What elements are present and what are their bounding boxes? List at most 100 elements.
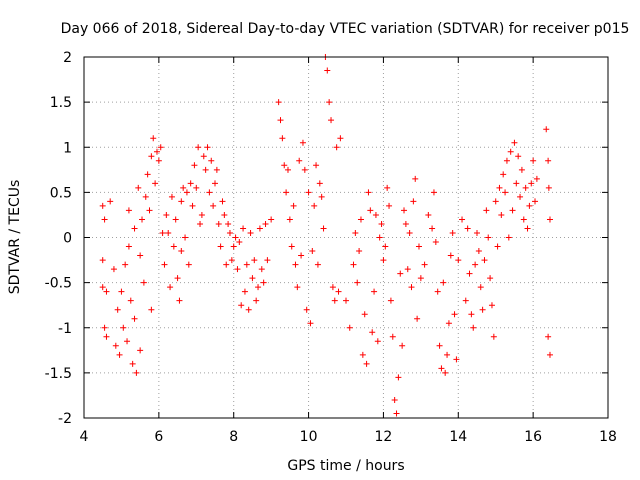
- data-point: [290, 202, 297, 209]
- data-point: [191, 162, 198, 169]
- data-point: [114, 306, 121, 313]
- data-point: [421, 261, 428, 268]
- data-point: [468, 311, 475, 318]
- data-point: [223, 261, 230, 268]
- y-tick-label: -1: [58, 321, 72, 337]
- data-point: [372, 211, 379, 218]
- data-point: [545, 333, 552, 340]
- data-point: [526, 202, 533, 209]
- y-tick-label: -2: [58, 411, 72, 427]
- data-point: [140, 279, 147, 286]
- data-point: [328, 117, 335, 124]
- data-point: [283, 189, 290, 196]
- data-point: [103, 288, 110, 295]
- data-point: [200, 153, 207, 160]
- data-point: [99, 257, 106, 264]
- data-point: [359, 351, 366, 358]
- data-point: [198, 211, 205, 218]
- data-point: [234, 266, 241, 273]
- data-point: [303, 306, 310, 313]
- data-point: [249, 275, 256, 282]
- data-point: [324, 67, 331, 74]
- data-point: [447, 252, 454, 259]
- data-point: [137, 252, 144, 259]
- data-point: [264, 257, 271, 264]
- data-point: [442, 369, 449, 376]
- data-point: [288, 243, 295, 250]
- x-tick-label: 10: [300, 429, 318, 445]
- x-tick-label: 18: [599, 429, 617, 445]
- data-point: [449, 229, 456, 236]
- data-point: [393, 410, 400, 417]
- data-point: [298, 252, 305, 259]
- data-point: [496, 184, 503, 191]
- data-point: [193, 184, 200, 191]
- data-point: [386, 202, 393, 209]
- data-point: [466, 270, 473, 277]
- data-point: [530, 157, 537, 164]
- data-point: [389, 333, 396, 340]
- data-point: [365, 189, 372, 196]
- data-point: [488, 302, 495, 309]
- data-point: [125, 243, 132, 250]
- data-point: [279, 135, 286, 142]
- data-point: [470, 324, 477, 331]
- data-point: [444, 351, 451, 358]
- data-point: [453, 356, 460, 363]
- plot-frame: [83, 56, 609, 419]
- data-point: [432, 239, 439, 246]
- data-point: [232, 234, 239, 241]
- data-point: [251, 257, 258, 264]
- y-axis-label: SDTVAR / TECUs: [7, 180, 23, 295]
- data-point: [546, 351, 553, 358]
- data-point: [148, 153, 155, 160]
- data-point: [202, 166, 209, 173]
- y-tick-label: 0: [63, 231, 72, 247]
- data-point: [474, 229, 480, 236]
- data-point: [294, 284, 301, 291]
- data-point: [505, 234, 512, 241]
- data-point: [429, 225, 436, 232]
- data-point: [382, 243, 389, 250]
- data-point: [464, 225, 471, 232]
- data-point: [243, 261, 250, 268]
- data-point: [212, 180, 218, 187]
- data-point: [436, 342, 443, 349]
- data-point: [346, 324, 353, 331]
- data-point: [268, 216, 275, 223]
- data-point: [367, 207, 374, 214]
- data-point: [167, 284, 174, 291]
- data-point: [513, 180, 520, 187]
- data-point: [479, 306, 486, 313]
- x-tick-label: 12: [375, 429, 393, 445]
- data-point: [462, 297, 469, 304]
- data-point: [397, 270, 404, 277]
- x-tick-label: 6: [154, 429, 163, 445]
- data-point: [311, 202, 318, 209]
- data-point: [414, 315, 421, 322]
- data-point: [150, 135, 157, 142]
- data-point: [165, 229, 172, 236]
- y-tick-label: 0.5: [50, 185, 72, 201]
- data-point: [176, 297, 183, 304]
- data-point: [120, 324, 127, 331]
- data-point: [545, 157, 552, 164]
- data-point: [384, 184, 391, 191]
- data-point: [258, 266, 265, 273]
- data-point: [445, 320, 452, 327]
- data-point: [101, 324, 108, 331]
- axis-ticks: 4 6 8 10 12 14 16 18 -2 -1.5 -1 -0.5 0 0.5 1 1.5 2: [45, 50, 617, 445]
- data-point: [354, 279, 361, 286]
- data-point: [459, 216, 466, 223]
- data-point: [122, 261, 129, 268]
- data-point: [208, 157, 215, 164]
- data-point: [490, 333, 497, 340]
- data-point: [99, 284, 106, 291]
- data-point: [172, 216, 179, 223]
- data-point: [142, 193, 149, 200]
- data-point: [335, 288, 342, 295]
- data-point: [219, 198, 226, 205]
- data-point: [127, 297, 134, 304]
- x-tick-label: 4: [80, 429, 89, 445]
- data-point: [129, 360, 136, 367]
